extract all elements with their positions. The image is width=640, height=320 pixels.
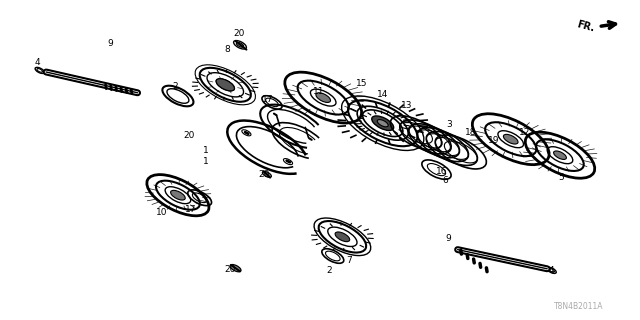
Ellipse shape: [35, 68, 44, 73]
Text: 10: 10: [156, 208, 167, 217]
Ellipse shape: [547, 268, 556, 273]
Text: 20: 20: [183, 132, 195, 140]
Ellipse shape: [236, 42, 244, 47]
Ellipse shape: [230, 265, 241, 272]
Text: 11: 11: [313, 87, 324, 96]
Text: 9: 9: [445, 234, 451, 243]
Text: 13: 13: [401, 101, 413, 110]
Text: 17: 17: [185, 205, 196, 214]
Text: 2: 2: [172, 82, 177, 91]
Text: 4: 4: [35, 58, 40, 67]
Ellipse shape: [216, 79, 234, 91]
Text: 5: 5: [559, 173, 564, 182]
Ellipse shape: [335, 232, 349, 242]
Text: 7: 7: [346, 256, 351, 265]
Text: 8: 8: [225, 45, 230, 54]
Ellipse shape: [171, 190, 185, 200]
Text: 2: 2: [327, 266, 332, 275]
Text: 15: 15: [356, 79, 367, 88]
Ellipse shape: [316, 93, 330, 102]
Text: 16: 16: [436, 167, 447, 176]
Text: 18: 18: [465, 128, 476, 137]
Text: 3: 3: [447, 120, 452, 129]
Text: 1: 1: [204, 157, 209, 166]
Text: T8N4B2011A: T8N4B2011A: [554, 302, 604, 311]
Ellipse shape: [554, 151, 566, 159]
Ellipse shape: [372, 116, 394, 131]
Ellipse shape: [262, 172, 271, 177]
Ellipse shape: [377, 120, 388, 127]
Text: 20: 20: [233, 29, 244, 38]
Text: 4: 4: [549, 266, 554, 275]
Text: 12: 12: [519, 128, 531, 137]
Text: 14: 14: [377, 90, 388, 99]
Text: 19: 19: [488, 136, 500, 145]
Text: 1: 1: [204, 146, 209, 155]
Text: 9: 9: [108, 39, 113, 48]
Text: 6: 6: [442, 176, 447, 185]
Text: 20: 20: [225, 265, 236, 274]
Text: 20: 20: [259, 170, 270, 179]
Text: 17: 17: [262, 95, 273, 104]
Ellipse shape: [504, 134, 518, 144]
Text: FR.: FR.: [575, 20, 595, 34]
